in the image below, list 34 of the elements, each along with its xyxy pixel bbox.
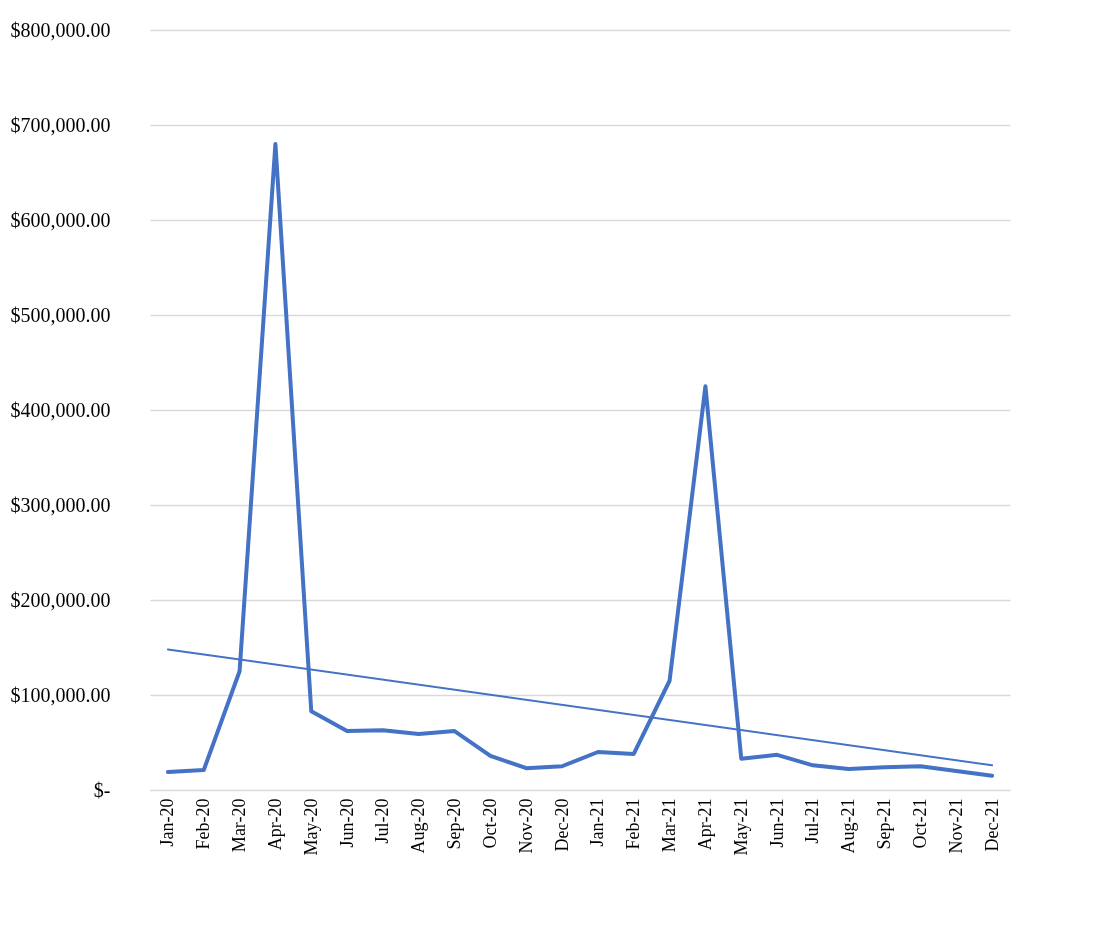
x-tick-label: Sep-21 <box>874 798 895 850</box>
x-tick-label: Mar-20 <box>229 798 250 853</box>
x-tick-label: May-20 <box>300 798 321 856</box>
x-tick-label: Aug-20 <box>408 798 429 854</box>
x-tick-label: Jul-21 <box>802 798 823 844</box>
y-tick-label: $200,000.00 <box>10 588 111 611</box>
x-tick-label: Jun-21 <box>766 798 787 848</box>
x-tick-label: May-21 <box>730 798 751 856</box>
x-tick-label: Jul-20 <box>372 798 393 844</box>
y-tick-label: $300,000.00 <box>10 493 111 516</box>
y-tick-label: $100,000.00 <box>10 683 111 706</box>
x-tick-label: Sep-20 <box>444 798 465 850</box>
y-tick-label: $400,000.00 <box>10 398 111 421</box>
x-tick-label: Dec-21 <box>981 798 1002 852</box>
x-tick-label: Oct-20 <box>479 798 500 849</box>
x-tick-label: Apr-20 <box>264 798 285 851</box>
x-tick-label: Dec-20 <box>551 798 572 852</box>
y-tick-label: $500,000.00 <box>10 303 111 326</box>
x-tick-label: Aug-21 <box>838 798 859 854</box>
x-tick-label: Apr-21 <box>694 798 715 851</box>
y-tick-label: $600,000.00 <box>10 208 111 231</box>
line-series <box>165 142 995 778</box>
x-tick-label: Nov-21 <box>945 798 966 854</box>
x-tick-label: Nov-20 <box>515 798 536 854</box>
y-tick-label: $700,000.00 <box>10 113 111 136</box>
y-tick-label: $- <box>93 778 111 801</box>
x-tick-label: Oct-21 <box>909 798 930 849</box>
x-tick-label: Jan-21 <box>587 798 608 847</box>
x-tick-label: Feb-21 <box>623 798 644 850</box>
y-tick-label: $800,000.00 <box>10 18 111 41</box>
x-tick-label: Feb-20 <box>193 798 214 850</box>
x-tick-label: Jun-20 <box>336 798 357 848</box>
x-tick-label: Mar-21 <box>659 798 680 853</box>
x-tick-label: Jan-20 <box>157 798 178 847</box>
